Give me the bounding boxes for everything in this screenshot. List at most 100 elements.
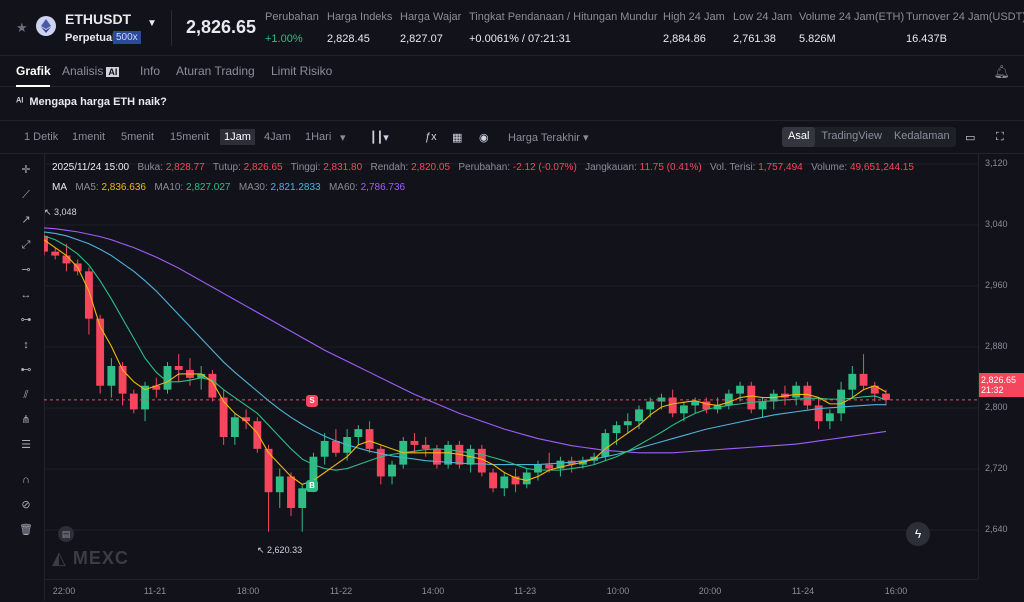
candle-down[interactable] (287, 476, 295, 508)
candle-up[interactable] (197, 373, 206, 378)
interval-5m[interactable]: 5menit (121, 131, 155, 143)
interval-1d[interactable]: 1Hari (305, 131, 332, 143)
fibonacci-icon[interactable]: ☰ (21, 439, 31, 451)
candle-down[interactable] (118, 366, 127, 394)
candle-down[interactable] (747, 385, 756, 410)
tab-analysis[interactable]: Analisis AI (62, 64, 120, 78)
candle-down[interactable] (410, 440, 419, 445)
candle-up[interactable] (601, 433, 610, 457)
candlestick-svg[interactable] (40, 153, 978, 579)
trend-line-icon[interactable]: ⟋ (22, 189, 30, 201)
candle-down[interactable] (152, 385, 161, 390)
parallel-channel-icon[interactable]: ⫽ (23, 389, 29, 401)
candle-up[interactable] (635, 409, 643, 422)
interval-4h[interactable]: 4Jam (264, 131, 291, 143)
price-type-select[interactable]: Harga Terakhir ▾ (508, 132, 589, 144)
camera-icon[interactable]: ◉ (479, 132, 489, 144)
fullscreen-icon[interactable]: ⛶ (996, 131, 1004, 143)
candle-down[interactable] (433, 448, 441, 465)
candle-down[interactable] (40, 235, 48, 252)
candle-up[interactable] (736, 385, 744, 394)
candle-up[interactable] (444, 444, 453, 465)
candle-down[interactable] (242, 417, 251, 422)
candle-up[interactable] (837, 389, 846, 414)
candle-up[interactable] (848, 373, 857, 390)
buy-marker[interactable]: B (306, 480, 318, 492)
candle-down[interactable] (129, 393, 138, 410)
candle-up[interactable] (141, 385, 149, 410)
price-line-icon[interactable]: ⊷ (20, 364, 32, 376)
candle-up[interactable] (298, 488, 307, 508)
candle-down[interactable] (702, 401, 711, 410)
window-icon[interactable]: ▭ (965, 132, 976, 144)
candle-down[interactable] (51, 251, 60, 256)
layout-grid-icon[interactable]: ▦ (452, 132, 463, 144)
trash-icon[interactable]: 🗑︎ (19, 524, 33, 536)
candle-up[interactable] (758, 401, 767, 410)
candle-down[interactable] (814, 405, 823, 422)
candle-up[interactable] (679, 405, 688, 414)
candle-up[interactable] (107, 366, 116, 386)
interval-1m[interactable]: 1menit (72, 131, 106, 143)
crosshair-icon[interactable]: ✛ (21, 164, 31, 176)
candle-up[interactable] (792, 385, 801, 398)
horizontal-ray-icon[interactable]: ⊸ (21, 264, 31, 276)
candle-up[interactable] (275, 476, 284, 493)
note-icon[interactable]: ▤ (58, 526, 74, 542)
candle-down[interactable] (545, 464, 554, 469)
symbol-name[interactable]: ETHUSDT (65, 11, 132, 27)
candle-down[interactable] (882, 393, 890, 400)
candle-up[interactable] (309, 456, 318, 489)
candle-down[interactable] (219, 397, 228, 437)
candle-up[interactable] (657, 397, 666, 402)
pitchfork-icon[interactable]: ⋔ (21, 414, 31, 426)
interval-dropdown-icon[interactable]: ▾ (340, 132, 346, 144)
interval-1h[interactable]: 1Jam (220, 129, 255, 145)
candle-down[interactable] (668, 397, 677, 414)
indicator-fx-icon[interactable]: ƒx (425, 131, 437, 143)
candle-up[interactable] (623, 421, 632, 426)
candle-up[interactable] (556, 460, 565, 469)
tab-chart[interactable]: Grafik (16, 64, 51, 78)
candle-down[interactable] (477, 448, 486, 473)
candle-down[interactable] (331, 440, 340, 453)
sell-marker[interactable]: S (306, 395, 318, 407)
candle-up[interactable] (534, 464, 542, 473)
extended-line-icon[interactable]: ⤢ (21, 239, 31, 251)
vertical-line-icon[interactable]: ↕ (23, 339, 29, 351)
candle-up[interactable] (500, 476, 509, 489)
interval-15m[interactable]: 15menit (170, 131, 210, 143)
hide-drawings-icon[interactable]: ⊘ (21, 499, 31, 511)
price-chart[interactable] (40, 153, 978, 579)
view-tradingview[interactable]: TradingView (821, 130, 882, 142)
candle-up[interactable] (163, 366, 172, 390)
candle-type-icon[interactable]: ┃┃▾ (370, 132, 389, 144)
tab-info[interactable]: Info (140, 64, 161, 78)
candle-down[interactable] (96, 318, 105, 386)
horizontal-line-icon[interactable]: ↔ (20, 289, 32, 301)
candle-up[interactable] (691, 401, 700, 406)
ray-icon[interactable]: ↗ (21, 214, 31, 226)
candle-up[interactable] (388, 464, 396, 477)
candle-down[interactable] (376, 448, 385, 477)
candle-up[interactable] (825, 413, 834, 422)
candle-down[interactable] (174, 366, 183, 370)
candle-down[interactable] (803, 385, 812, 406)
candle-up[interactable] (612, 425, 621, 434)
view-original[interactable]: Asal (782, 127, 816, 147)
bell-icon[interactable]: 🔔︎ (993, 64, 1010, 79)
candle-down[interactable] (511, 476, 520, 485)
candle-down[interactable] (870, 385, 879, 394)
symbol-dropdown-icon[interactable]: ▼ (147, 18, 157, 29)
candle-up[interactable] (354, 429, 363, 437)
candle-down[interactable] (208, 373, 217, 398)
view-depth[interactable]: Kedalaman (893, 130, 950, 142)
candle-up[interactable] (320, 440, 329, 457)
candle-down[interactable] (253, 421, 262, 449)
candle-down[interactable] (264, 448, 273, 493)
tab-risk-limit[interactable]: Limit Risiko (271, 64, 333, 78)
candle-up[interactable] (230, 417, 239, 437)
magnet-icon[interactable]: ∩ (22, 474, 30, 486)
candle-down[interactable] (489, 472, 497, 489)
candle-down[interactable] (365, 429, 374, 449)
